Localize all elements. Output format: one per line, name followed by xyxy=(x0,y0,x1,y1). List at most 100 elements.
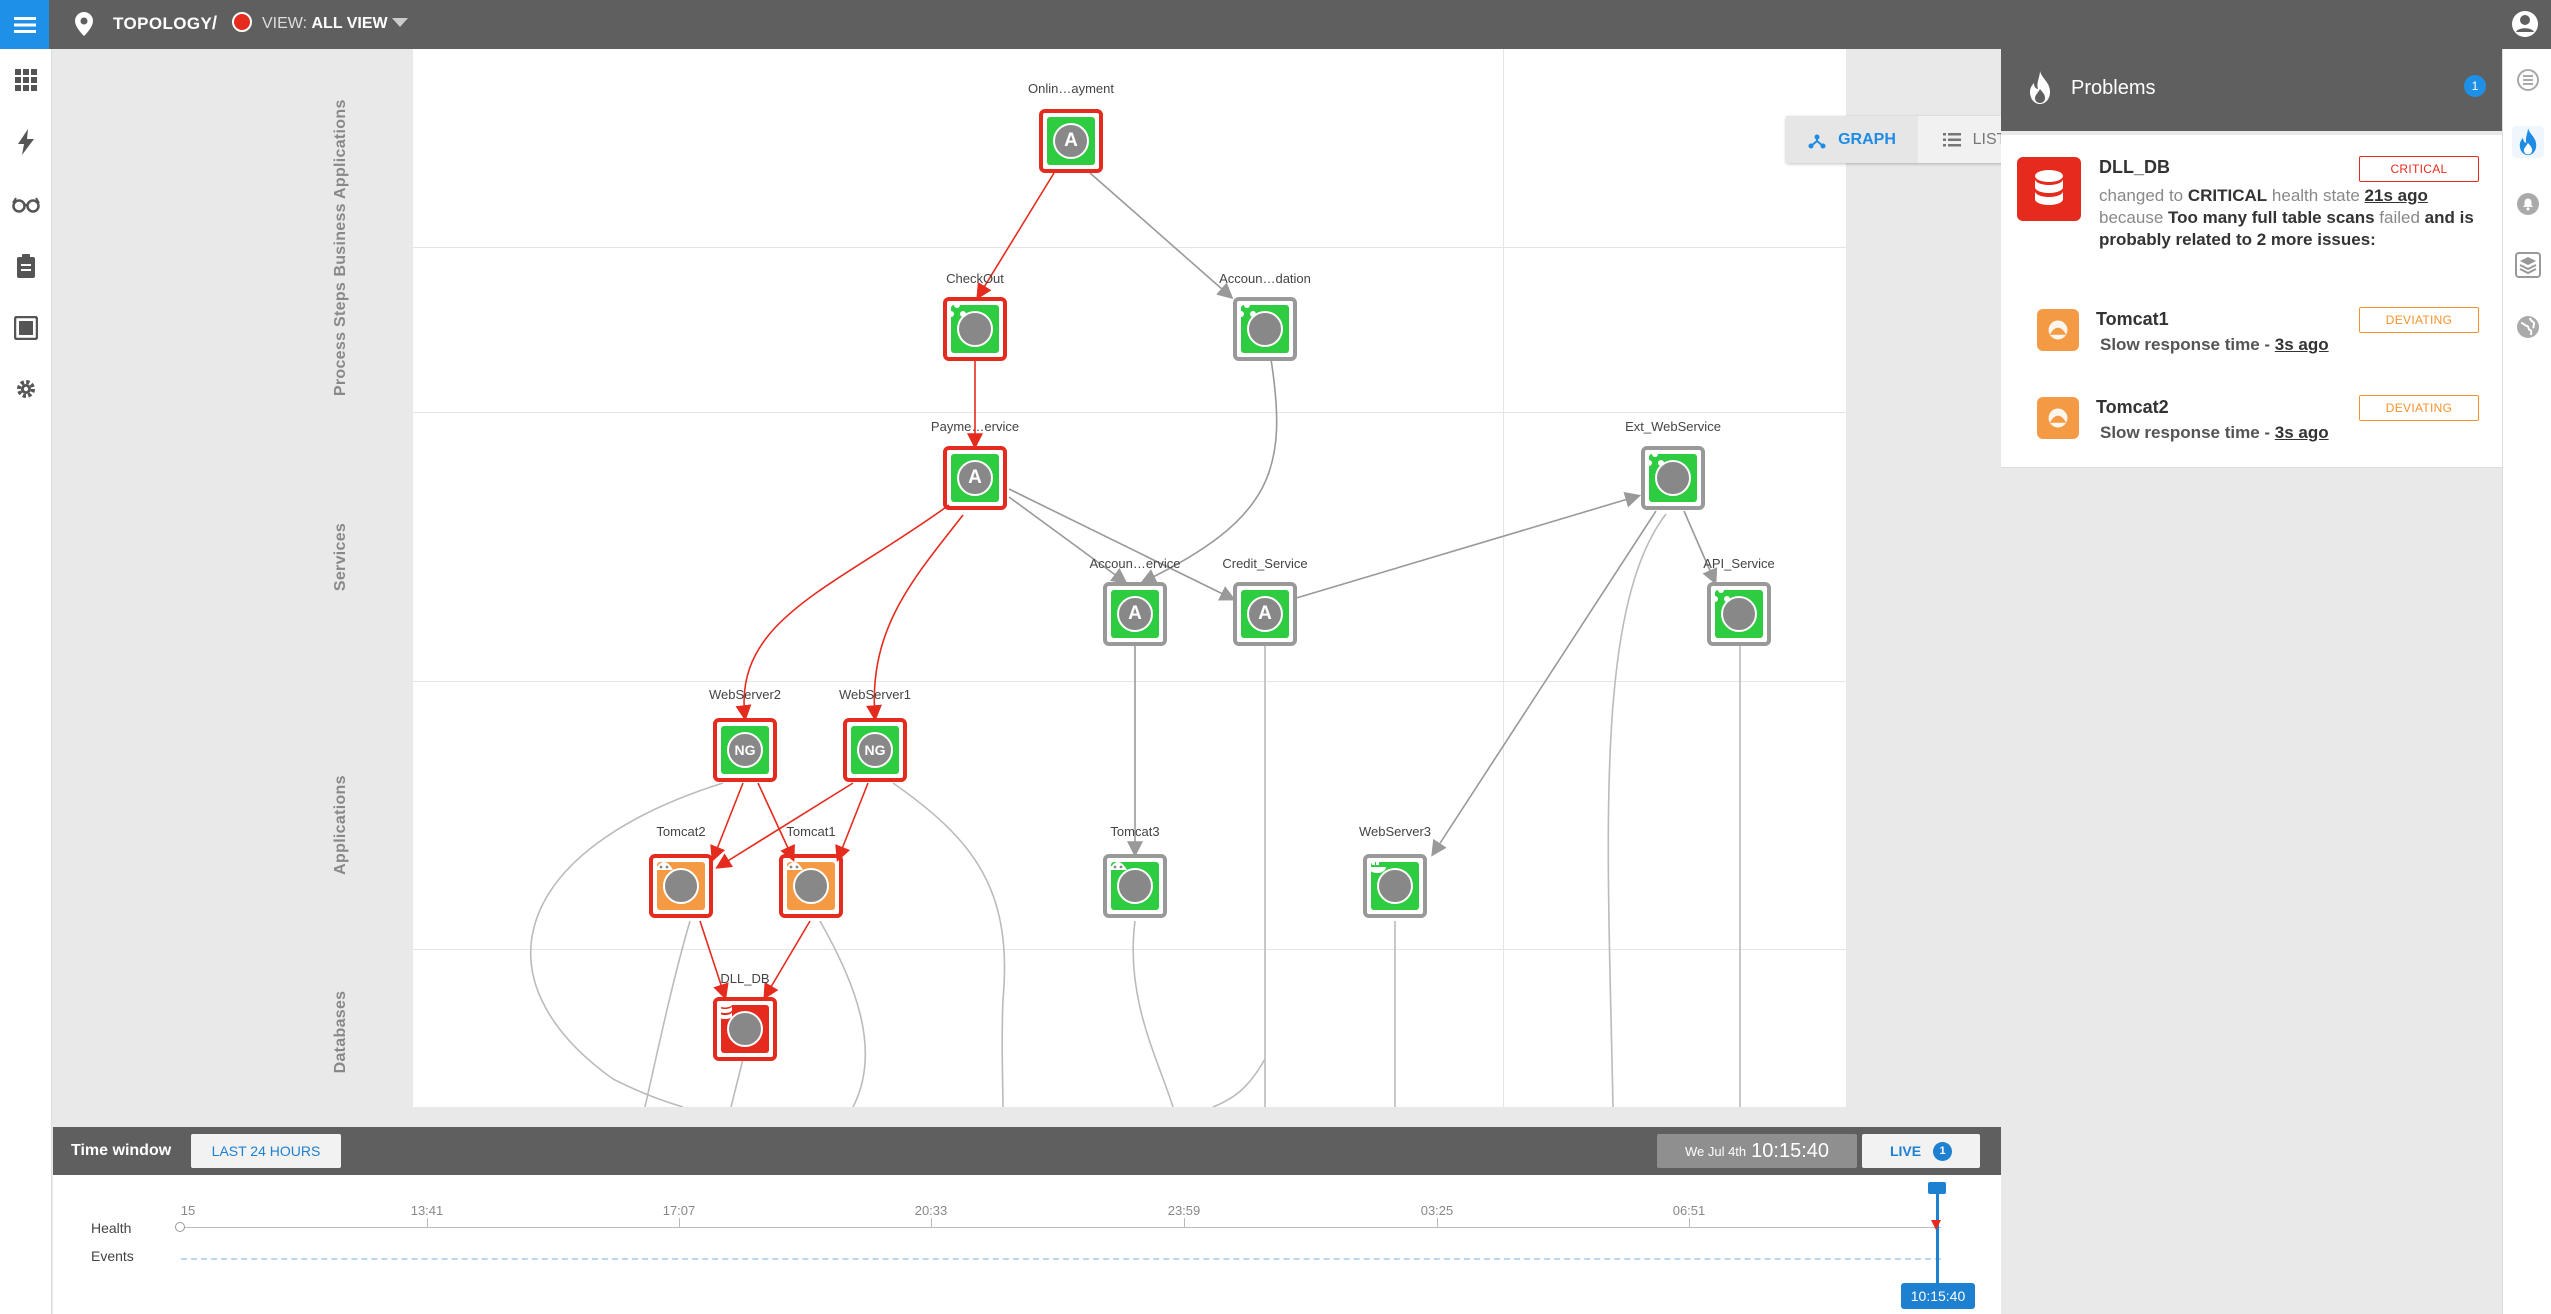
node-apiservice[interactable] xyxy=(1707,582,1771,646)
docker-icon xyxy=(1368,858,1413,904)
edge-paymentservice-accountservice xyxy=(1008,496,1128,584)
edge-paymentservice-webserver2 xyxy=(735,504,950,722)
related-issue-tomcat2[interactable]: Tomcat2 DEVIATING Slow response time - 3… xyxy=(2001,393,2502,473)
flame-icon xyxy=(2030,71,2050,104)
node-creditservice[interactable]: A xyxy=(1233,582,1297,646)
node-label-paymentservice: Payme…ervice xyxy=(930,419,1020,434)
time-range-button[interactable]: LAST 24 HOURS xyxy=(191,1134,341,1168)
time-cursor[interactable] xyxy=(1936,1185,1939,1297)
problems-nav-button[interactable] xyxy=(2512,126,2544,158)
observe-nav-button[interactable] xyxy=(12,191,40,219)
flame-icon xyxy=(2519,128,2537,156)
clipboard-icon xyxy=(17,254,35,278)
settings-nav-button[interactable] xyxy=(12,375,40,403)
graph-view-tab[interactable]: GRAPH xyxy=(1786,116,1918,163)
node-extwebservice[interactable] xyxy=(1641,446,1705,510)
node-tomcat3[interactable] xyxy=(1103,854,1167,918)
tick-label: 13:41 xyxy=(410,1203,444,1218)
node-label-checkout: CheckOut xyxy=(946,271,1004,286)
view-dropdown-caret-icon[interactable] xyxy=(392,18,408,27)
topology-graph[interactable]: Onlin…ayment CheckOut Accoun…dation Paym… xyxy=(413,49,1846,1107)
time-cursor-handle[interactable] xyxy=(1928,1182,1946,1194)
events-row-label: Events xyxy=(91,1248,134,1264)
node-webserver3[interactable] xyxy=(1363,854,1427,918)
node-paymentservice[interactable]: A xyxy=(943,446,1007,510)
edge-creditservice-curve xyxy=(1212,1058,1266,1107)
topology-canvas: Business Applications Process Steps Serv… xyxy=(53,49,2043,1179)
tick-label: 17:07 xyxy=(662,1203,696,1218)
view-value: ALL VIEW xyxy=(311,15,388,32)
edge-paymentservice-webserver1 xyxy=(866,514,964,722)
node-accountvalidation[interactable] xyxy=(1233,297,1297,361)
layers-nav-button[interactable] xyxy=(2512,249,2544,281)
problem-card[interactable]: DLL_DB CRITICAL changed to CRITICAL heal… xyxy=(2001,135,2502,468)
tick-mark xyxy=(931,1218,932,1227)
edge-tomcat2-dlldb xyxy=(699,920,729,1001)
tick-label: 23:59 xyxy=(1167,1203,1201,1218)
process-step-icon xyxy=(948,302,993,347)
details-nav-button[interactable] xyxy=(2512,64,2544,96)
edge-dlldb-down xyxy=(730,1058,744,1107)
current-date: We Jul 4th xyxy=(1684,1143,1747,1159)
reports-nav-button[interactable] xyxy=(12,252,40,280)
tomcat-icon xyxy=(1109,862,1153,904)
layers-icon xyxy=(2515,252,2541,278)
view-status-dot xyxy=(232,12,252,32)
node-dlldb[interactable] xyxy=(713,997,777,1061)
node-webserver2[interactable]: NG xyxy=(713,718,777,782)
notifications-nav-button[interactable] xyxy=(2512,188,2544,220)
node-tomcat2[interactable] xyxy=(649,854,713,918)
nginx-icon: NG xyxy=(857,732,893,768)
tomcat-icon xyxy=(785,862,829,904)
problem-description: changed to CRITICAL health state 21s ago… xyxy=(2099,186,2474,249)
breadcrumb-topology[interactable]: TOPOLOGY xyxy=(113,14,213,33)
node-checkout[interactable] xyxy=(943,297,1007,361)
tick-mark xyxy=(1689,1218,1690,1227)
views-nav-button[interactable] xyxy=(12,314,40,342)
problems-count-badge: 1 xyxy=(2464,75,2486,97)
global-nav-button[interactable] xyxy=(2512,311,2544,343)
timeline[interactable]: Health Events 15 13:41 17:07 20:33 23:59… xyxy=(53,1175,2001,1314)
problem-entity-name[interactable]: DLL_DB xyxy=(2099,157,2170,177)
edge-tomcat3-down xyxy=(1132,920,1174,1107)
related-issue-name: Tomcat2 xyxy=(2096,397,2169,417)
node-accountservice[interactable]: A xyxy=(1103,582,1167,646)
node-label-apiservice: API_Service xyxy=(1703,556,1775,571)
tick-label: 03:25 xyxy=(1420,1203,1454,1218)
database-icon xyxy=(2017,157,2081,221)
edge-tomcat1-down xyxy=(819,920,867,1107)
user-account-icon[interactable] xyxy=(2510,9,2540,39)
health-row-label: Health xyxy=(91,1220,132,1236)
view-selector[interactable]: VIEW: ALL VIEW xyxy=(262,15,388,33)
layer-label-process-steps: Process Steps xyxy=(332,281,349,397)
health-track xyxy=(181,1227,1941,1228)
location-pin-icon xyxy=(75,12,93,36)
hamburger-menu-button[interactable] xyxy=(0,0,49,49)
node-label-tomcat1: Tomcat1 xyxy=(786,824,836,839)
related-issue-name: Tomcat1 xyxy=(2096,309,2169,329)
database-icon xyxy=(718,1001,763,1047)
top-bar: TOPOLOGY / VIEW: ALL VIEW xyxy=(0,0,2551,49)
layer-label-applications: Applications xyxy=(332,775,349,875)
live-label: LIVE xyxy=(1889,1143,1922,1159)
edge-webserver1-loop xyxy=(892,782,1006,1107)
deviating-badge: DEVIATING xyxy=(2359,395,2479,421)
live-button[interactable]: LIVE 1 xyxy=(1862,1134,1980,1168)
node-tomcat1[interactable] xyxy=(779,854,843,918)
nginx-icon: NG xyxy=(727,732,763,768)
list-view-tab[interactable]: LIST xyxy=(1918,116,2031,163)
related-issue-tomcat1[interactable]: Tomcat1 DEVIATING Slow response time - 3… xyxy=(2001,305,2502,385)
current-time-display: We Jul 4th 10:15:40 xyxy=(1657,1134,1857,1168)
dashboard-nav-button[interactable] xyxy=(12,66,40,94)
tick-label: 15 xyxy=(180,1203,196,1218)
layer-label-services: Services xyxy=(332,522,349,592)
node-webserver1[interactable]: NG xyxy=(843,718,907,782)
column-divider xyxy=(1503,49,1504,1107)
events-nav-button[interactable] xyxy=(12,128,40,156)
health-track-start xyxy=(175,1222,185,1232)
tomcat-icon xyxy=(2037,309,2079,351)
edge-tomcat1-dlldb xyxy=(763,920,811,1000)
node-onlinepayment[interactable]: A xyxy=(1039,109,1103,173)
node-label-webserver3: WebServer3 xyxy=(1358,824,1431,839)
lightning-icon xyxy=(18,129,34,155)
